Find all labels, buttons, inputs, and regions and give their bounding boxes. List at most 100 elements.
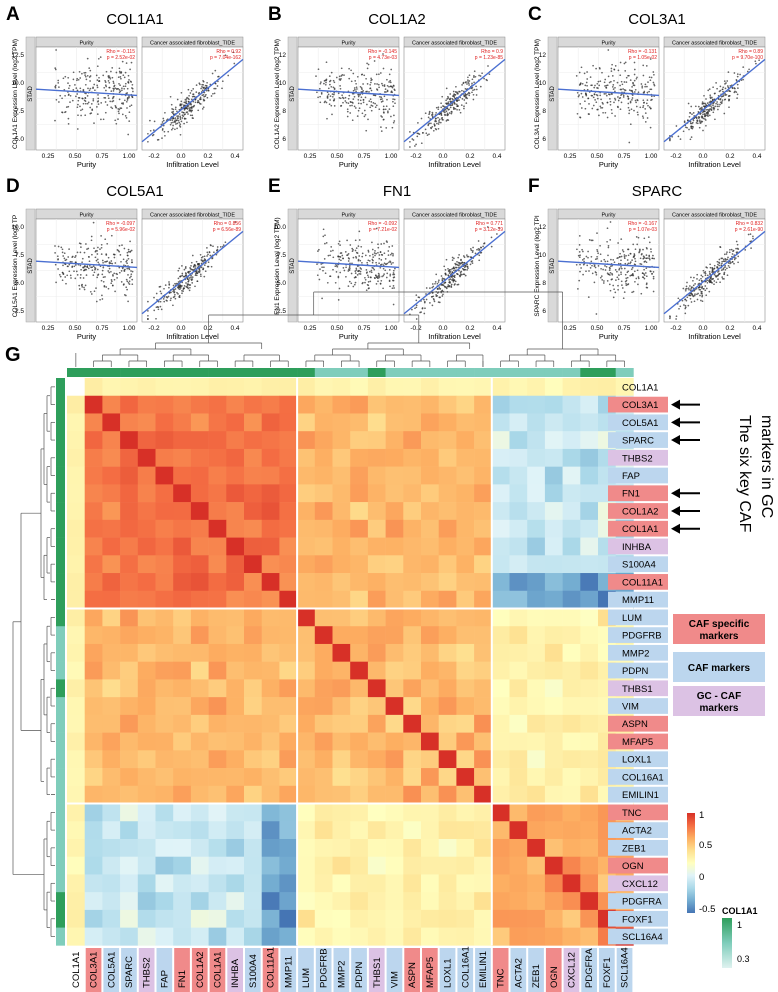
heatmap-cell	[403, 714, 422, 733]
scatter-point	[74, 256, 76, 259]
heatmap-cell	[332, 573, 351, 592]
scatter-point	[705, 98, 707, 100]
scatter-point	[648, 257, 651, 260]
scatter-point	[448, 272, 451, 274]
heatmap-cell	[403, 555, 422, 574]
scatter-point	[364, 276, 366, 279]
heatmap-cell	[208, 909, 227, 928]
scatter-point	[61, 111, 64, 114]
heatmap-cell	[190, 466, 209, 485]
scatter-point	[127, 133, 130, 136]
scatter-point	[633, 91, 636, 93]
scatter-point	[365, 129, 368, 132]
scatter-point	[587, 250, 589, 253]
scatter-point	[632, 84, 635, 87]
heatmap-cell	[403, 484, 422, 503]
scatter-point	[612, 284, 615, 287]
scatter-point	[112, 95, 115, 98]
scatter-point	[415, 304, 418, 307]
scatter-point	[174, 282, 176, 285]
scatter-point	[462, 273, 465, 276]
heatmap-cell	[403, 803, 422, 822]
scatter-point	[83, 251, 86, 254]
scatter-point	[123, 264, 125, 267]
scatter-point	[187, 105, 190, 107]
panel-letter: D	[6, 176, 20, 197]
scatter-point	[474, 75, 477, 78]
col-annotation-cell	[137, 368, 156, 377]
scatter-point	[583, 260, 585, 263]
heatmap-cell	[190, 502, 209, 521]
scatter-point	[355, 269, 358, 271]
scatter-point	[610, 70, 613, 72]
col-annotation-cell	[367, 368, 386, 377]
scatter-point	[352, 256, 355, 259]
heatmap-cell	[314, 697, 333, 716]
heatmap-cell	[580, 714, 599, 733]
heatmap-cell	[350, 732, 369, 751]
scatter-point	[104, 84, 107, 87]
scatter-point	[329, 83, 331, 86]
scatter-point	[603, 258, 606, 261]
heatmap-cell	[367, 714, 386, 733]
scatter-point	[652, 275, 655, 278]
scatter-point	[608, 266, 611, 269]
scatter-point	[727, 262, 730, 264]
scatter-point	[633, 68, 636, 71]
heatmap-cell	[137, 838, 156, 858]
scatter-point	[393, 98, 396, 101]
col-label-bg	[156, 948, 173, 992]
scatter-point	[722, 86, 725, 89]
scatter-point	[614, 65, 617, 67]
row-annotation-cell	[56, 395, 65, 414]
heatmap-cell	[67, 643, 85, 662]
heatmap-cell	[84, 413, 103, 432]
scatter-point	[129, 276, 131, 279]
scatter-point	[384, 258, 387, 260]
heatmap-cell	[491, 732, 510, 751]
scatter-point	[643, 261, 646, 263]
scatter-point	[620, 273, 622, 276]
heatmap-cell	[190, 679, 209, 698]
scatter-point	[454, 94, 457, 96]
heatmap-cell	[244, 714, 262, 733]
scatter-point	[176, 291, 178, 294]
row-annotation-cell	[56, 750, 65, 769]
heatmap-cell	[367, 413, 386, 432]
scatter-point	[734, 257, 737, 259]
scatter-point	[338, 78, 341, 80]
heatmap-cell	[208, 395, 227, 414]
scatter-point	[147, 140, 149, 143]
scatter-point	[649, 58, 652, 60]
scatter-point	[372, 102, 375, 104]
heatmap-cell	[190, 555, 209, 574]
heatmap-cell	[67, 502, 85, 521]
scatter-point	[128, 268, 131, 271]
heatmap-cell	[385, 484, 404, 503]
scatter-point	[346, 108, 349, 111]
heatmap-cell	[527, 874, 546, 893]
scatter-point	[128, 111, 131, 114]
scatter-point	[320, 263, 323, 265]
row-label-bg	[608, 928, 668, 945]
scatter-point	[95, 249, 97, 252]
scatter-point	[85, 78, 88, 81]
heatmap-cell	[527, 714, 546, 733]
heatmap-cell	[491, 448, 510, 467]
heatmap-cell	[208, 768, 227, 787]
heatmap-cell	[544, 909, 563, 928]
scatter-point	[354, 88, 356, 91]
scatter-point	[616, 270, 618, 273]
y-axis-label: FN1 Expression Level (log2 TPM)	[274, 217, 281, 314]
scatter-point	[628, 109, 631, 112]
scatter-point	[730, 248, 733, 251]
scatter-point	[437, 123, 440, 125]
scatter-point	[64, 111, 66, 114]
scatter-point	[430, 122, 432, 125]
heatmap-cell	[297, 750, 316, 769]
scatter-point	[97, 57, 100, 60]
scatter-point	[371, 78, 373, 81]
scatter-point	[635, 236, 638, 238]
scatter-point	[580, 92, 583, 95]
scatter-point	[628, 141, 631, 144]
